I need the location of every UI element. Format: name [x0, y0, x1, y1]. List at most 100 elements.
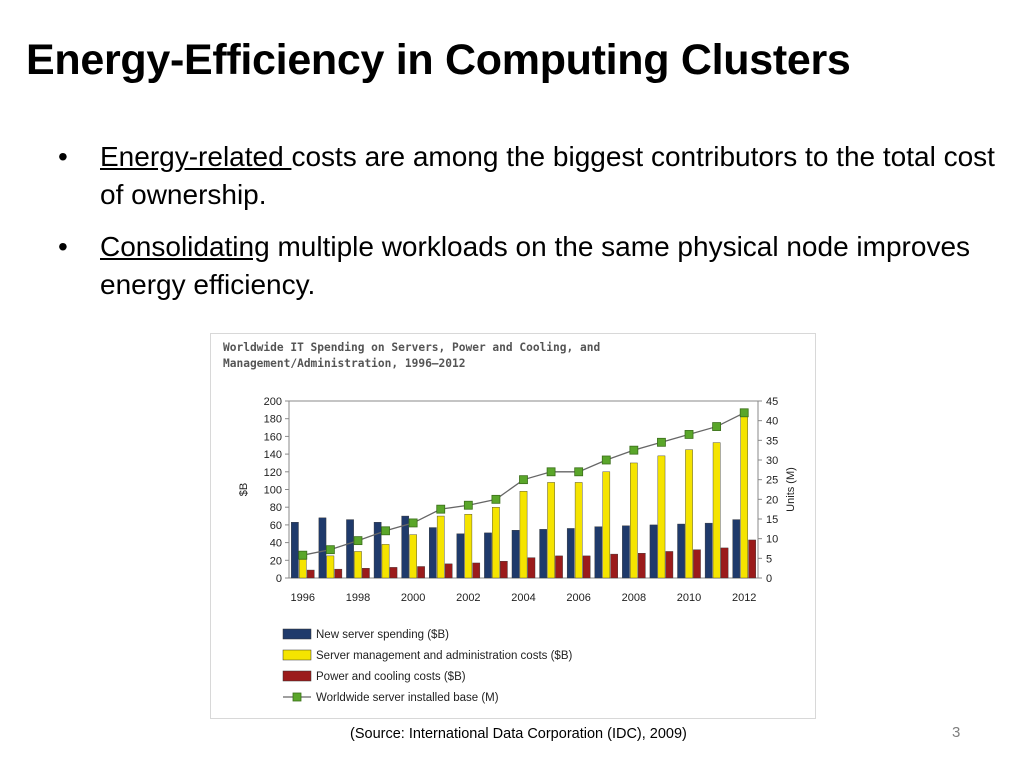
bullet-list: • Energy-related costs are among the big… — [58, 138, 1018, 318]
bar — [291, 522, 299, 579]
bar — [409, 534, 417, 579]
y-tick-label: 80 — [270, 502, 282, 514]
bullet-item: • Energy-related costs are among the big… — [58, 138, 1018, 214]
chart-figure: Worldwide IT Spending on Servers, Power … — [210, 333, 816, 719]
y2-tick-label: 35 — [766, 435, 778, 447]
bar — [704, 522, 713, 579]
bullet-item: • Consolidating multiple workloads on th… — [58, 228, 1018, 304]
bar — [362, 568, 370, 579]
bar — [622, 525, 630, 579]
x-tick-label: 2006 — [566, 592, 590, 604]
bar — [602, 471, 611, 579]
x-tick-label: 2008 — [622, 592, 646, 604]
bar — [417, 566, 425, 579]
chart-title: Worldwide IT Spending on Servers, Power … — [223, 340, 783, 372]
y2-tick-label: 30 — [766, 455, 778, 467]
y2-tick-label: 45 — [766, 396, 778, 408]
bar — [637, 553, 646, 579]
source-citation: (Source: International Data Corporation … — [350, 726, 687, 742]
y2-tick-label: 0 — [766, 573, 772, 585]
bar — [685, 449, 693, 579]
x-tick-label: 2012 — [732, 592, 756, 604]
bar — [298, 559, 307, 579]
x-tick-label: 1996 — [291, 592, 315, 604]
y2-tick-label: 10 — [766, 534, 778, 546]
legend-label: Worldwide server installed base (M) — [316, 692, 499, 704]
bar — [594, 526, 603, 579]
bar — [720, 547, 729, 579]
bar — [381, 544, 390, 579]
bar — [693, 549, 701, 579]
line-point — [629, 445, 639, 455]
bar — [401, 515, 410, 579]
line-point — [712, 422, 722, 431]
bar — [500, 560, 508, 579]
bar — [318, 517, 327, 579]
bar — [484, 532, 492, 579]
bar — [373, 522, 382, 579]
bar — [582, 555, 591, 579]
line-point — [657, 437, 666, 447]
line-point — [325, 545, 335, 555]
y2-tick-label: 25 — [766, 475, 778, 487]
line-point — [491, 494, 501, 504]
legend-label: New server spending ($B) — [316, 629, 449, 641]
legend-label: Power and cooling costs ($B) — [316, 671, 466, 683]
bar — [740, 414, 749, 579]
bar — [677, 523, 685, 579]
y-tick-label: 140 — [264, 449, 282, 461]
bar — [630, 462, 638, 579]
bar — [354, 551, 362, 579]
bullet-text: costs are among the biggest contributors… — [100, 141, 995, 210]
chart-title-line: Worldwide IT Spending on Servers, Power … — [223, 341, 601, 354]
line-point — [574, 467, 584, 477]
x-tick-label: 2002 — [456, 592, 480, 604]
bar — [306, 569, 315, 579]
bar — [326, 555, 335, 579]
chart-svg: 0204060801001201401601802000510152025303… — [238, 396, 797, 704]
bar — [472, 562, 481, 579]
y-tick-label: 60 — [270, 520, 282, 532]
bullet-underlined-text: Energy-related — [100, 141, 292, 172]
x-tick-label: 2010 — [677, 592, 701, 604]
y2-tick-label: 40 — [766, 416, 778, 428]
line-point — [408, 518, 418, 528]
line-point — [519, 475, 528, 485]
legend-marker — [292, 692, 302, 702]
bar — [519, 491, 528, 579]
slide-title: Energy-Efficiency in Computing Clusters — [26, 36, 851, 84]
legend-swatch — [282, 670, 312, 682]
page-number: 3 — [952, 724, 961, 741]
bar — [574, 482, 583, 579]
y-tick-label: 120 — [264, 467, 282, 479]
bar — [527, 557, 536, 579]
y2-tick-label: 20 — [766, 494, 778, 506]
legend-swatch — [282, 628, 312, 640]
bullet-dot-icon: • — [58, 231, 68, 262]
y2-axis-label: Units (M) — [785, 467, 797, 512]
bar — [712, 442, 721, 579]
bullet-text: multiple workloads on the same physical … — [100, 231, 971, 300]
bar — [547, 482, 555, 579]
bar — [389, 567, 398, 579]
bar — [657, 455, 666, 579]
y-tick-label: 200 — [264, 396, 282, 408]
line-point — [546, 467, 556, 477]
line-point — [684, 430, 694, 439]
chart-title-line: Management/Administration, 1996–2012 — [223, 357, 466, 370]
line-point — [436, 504, 446, 514]
line-point — [463, 500, 473, 510]
bar — [748, 539, 756, 579]
bullet-dot-icon: • — [58, 141, 68, 172]
bar — [436, 515, 445, 579]
y2-tick-label: 15 — [766, 514, 778, 526]
bar — [539, 529, 547, 579]
bar — [429, 527, 437, 579]
x-tick-label: 1998 — [346, 592, 370, 604]
legend-label: Server management and administration cos… — [316, 650, 572, 662]
bar — [511, 530, 520, 579]
y-tick-label: 160 — [264, 431, 282, 443]
bar — [732, 519, 741, 579]
y-tick-label: 100 — [264, 485, 282, 497]
y-tick-label: 40 — [270, 538, 282, 550]
